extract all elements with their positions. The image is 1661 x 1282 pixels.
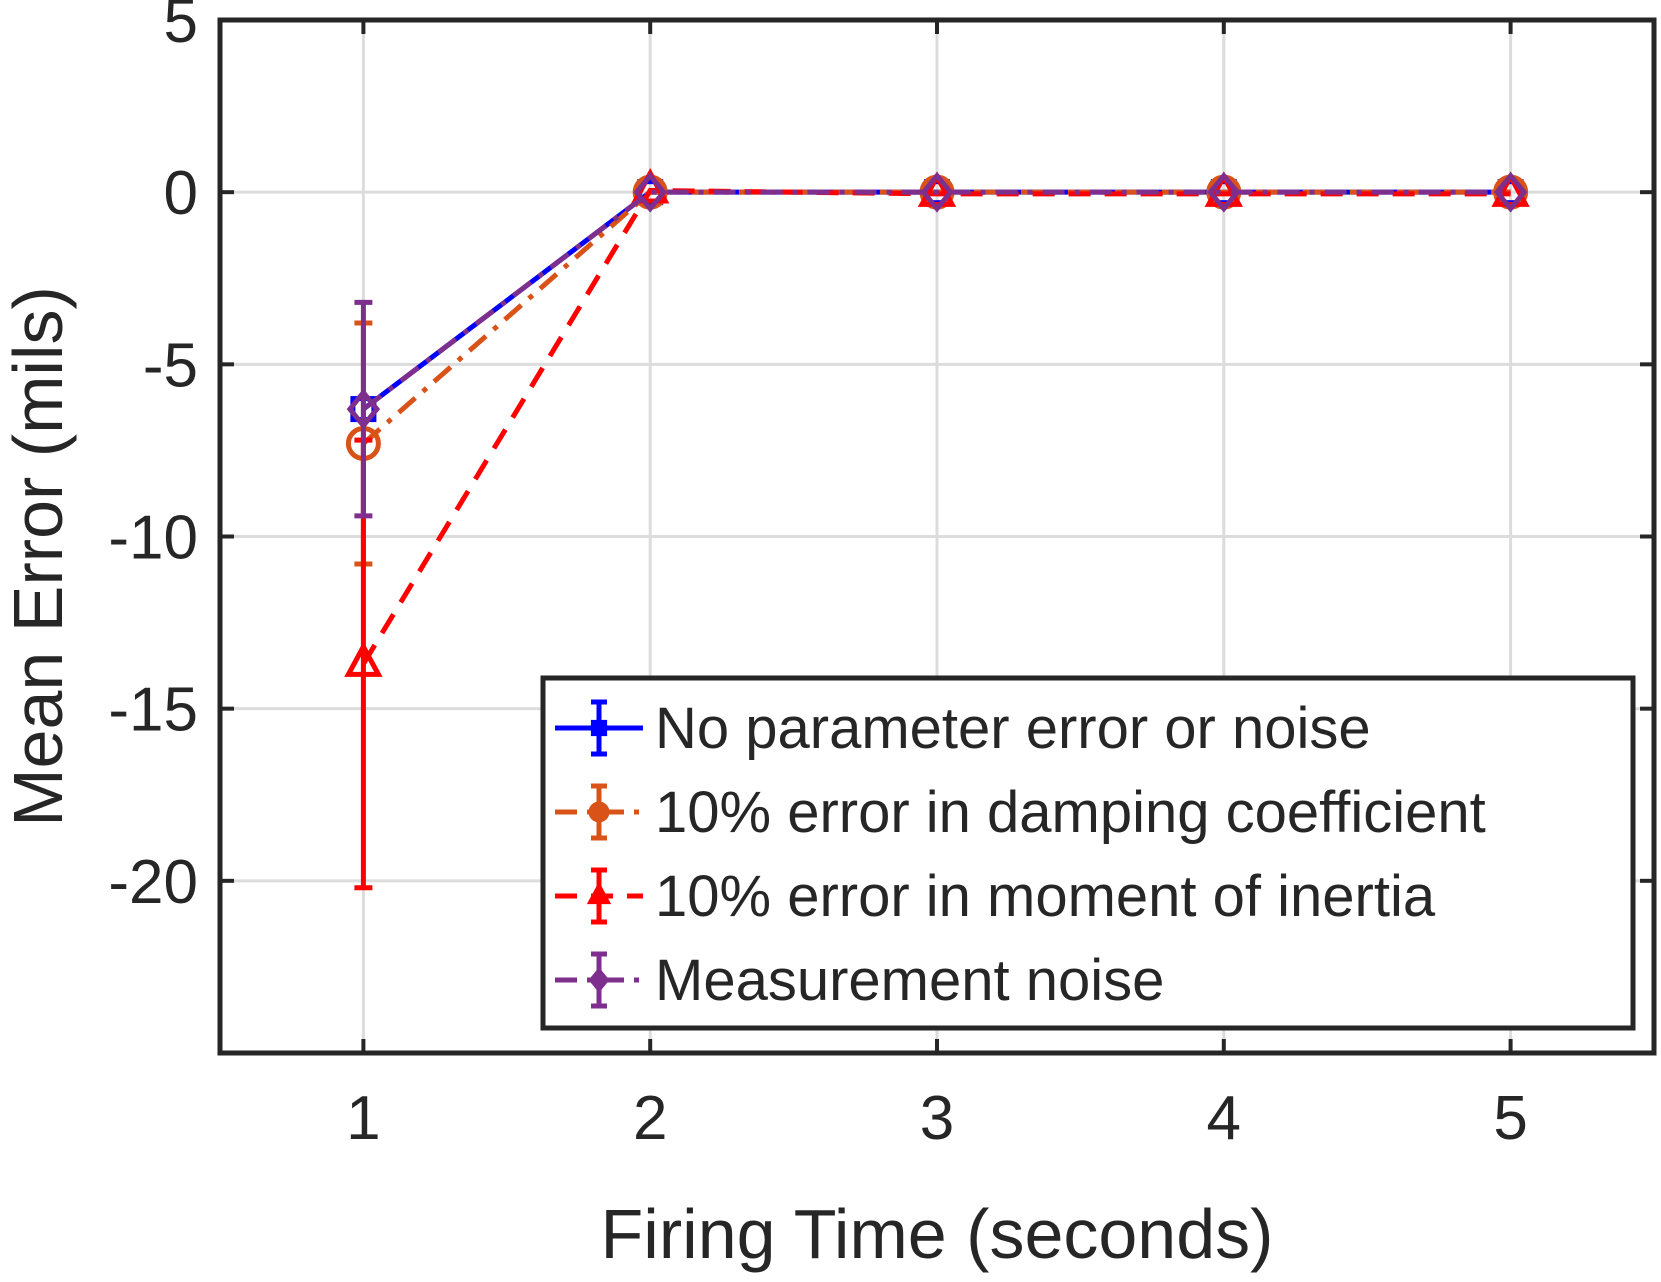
x-tick-label: 3 [920, 1084, 954, 1153]
y-tick-label: -5 [143, 331, 198, 400]
legend-item: Measurement noise [555, 948, 1164, 1013]
legend-item: 10% error in moment of inertia [555, 864, 1436, 929]
data-point [346, 388, 381, 430]
data-point [917, 171, 957, 207]
legend-label: Measurement noise [655, 948, 1164, 1013]
legend-item: 10% error in damping coefficient [555, 780, 1486, 845]
series-3 [346, 171, 1528, 519]
x-tick-label: 5 [1493, 1084, 1527, 1153]
legend-label: No parameter error or noise [655, 696, 1371, 761]
y-axis-label: Mean Error (mils) [0, 286, 77, 827]
data-point [920, 171, 954, 213]
legend-marker [586, 881, 612, 905]
legend-marker [588, 967, 610, 993]
y-tick-label: 0 [164, 159, 198, 228]
legend-marker [590, 719, 608, 737]
series-layer [344, 167, 1530, 891]
legend-label: 10% error in damping coefficient [655, 780, 1486, 845]
legend-item: No parameter error or noise [555, 696, 1371, 761]
y-tick-label: -10 [108, 504, 198, 573]
series-line [361, 189, 1511, 412]
data-point [344, 641, 383, 677]
legend-label: 10% error in moment of inertia [655, 864, 1436, 929]
data-point [1207, 171, 1241, 213]
legend-marker [588, 801, 610, 823]
legend: No parameter error or noise 10% error in … [540, 675, 1636, 1031]
y-tick-label: -15 [108, 676, 198, 745]
ticks: 1 2 3 4 5 5 0 -5 -10 -15 -20 [108, 0, 1654, 1153]
data-point [1491, 171, 1530, 207]
legend-box [540, 675, 1636, 1031]
x-tick-label: 1 [346, 1084, 380, 1153]
x-axis-label: Firing Time (seconds) [601, 1195, 1274, 1273]
y-tick-label: 5 [164, 0, 198, 56]
data-point [1493, 171, 1528, 213]
x-tick-label: 4 [1207, 1084, 1241, 1153]
data-point [633, 171, 667, 213]
y-tick-label: -20 [108, 848, 198, 917]
x-tick-label: 2 [633, 1084, 667, 1153]
